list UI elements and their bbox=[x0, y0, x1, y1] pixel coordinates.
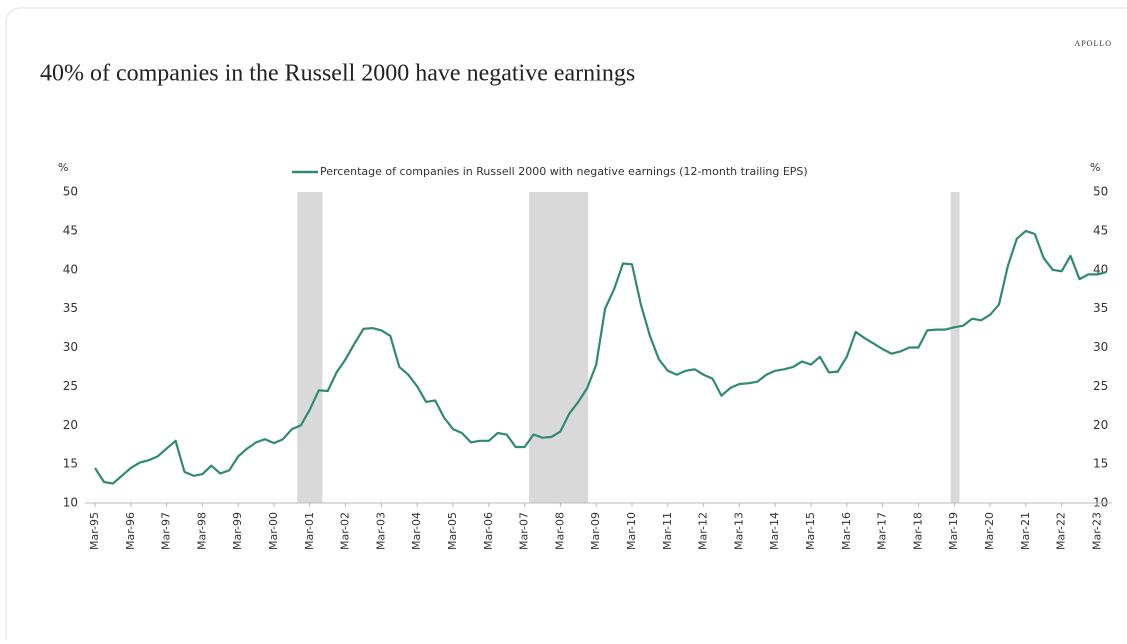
y-tick-label: 40 bbox=[63, 262, 78, 276]
brand: APOLLO bbox=[1074, 39, 1112, 48]
y-tick-label: 15 bbox=[63, 457, 78, 471]
y2-tick-label: 30 bbox=[1093, 340, 1108, 354]
x-tick-label: Mar-10 bbox=[625, 512, 638, 550]
x-tick-label: Mar-03 bbox=[374, 512, 387, 550]
x-tick-label: Mar-23 bbox=[1090, 512, 1103, 550]
x-tick-label: Mar-07 bbox=[518, 512, 531, 550]
x-tick-label: Mar-17 bbox=[876, 512, 889, 550]
x-tick-label: Mar-08 bbox=[553, 512, 566, 550]
x-tick-label: Mar-13 bbox=[732, 512, 745, 550]
legend-label: Percentage of companies in Russell 2000 … bbox=[320, 165, 808, 178]
y-label: % bbox=[58, 161, 68, 174]
y2-tick-label: 15 bbox=[1093, 457, 1108, 471]
x-tick-label: Mar-22 bbox=[1055, 512, 1068, 550]
y-tick-label: 50 bbox=[63, 185, 78, 199]
y2-tick-label: 45 bbox=[1093, 223, 1108, 237]
x-tick-label: Mar-00 bbox=[267, 512, 280, 550]
x-tick-label: Mar-19 bbox=[947, 512, 960, 550]
y2-tick-label: 35 bbox=[1093, 301, 1108, 315]
recession-band bbox=[529, 192, 589, 503]
x-tick-label: Mar-99 bbox=[231, 512, 244, 550]
x-tick-label: Mar-15 bbox=[804, 512, 817, 550]
x-tick-label: Mar-02 bbox=[339, 512, 352, 550]
y-tick-label: 35 bbox=[63, 301, 78, 315]
x-tick-label: Mar-14 bbox=[768, 512, 781, 550]
recession-band bbox=[297, 192, 323, 503]
y2-tick-label: 20 bbox=[1093, 418, 1108, 432]
y-tick-label: 10 bbox=[63, 496, 78, 510]
x-tick-label: Mar-98 bbox=[195, 512, 208, 550]
y-tick-label: 30 bbox=[63, 340, 78, 354]
x-tick-label: Mar-97 bbox=[160, 512, 173, 550]
recession-band bbox=[950, 192, 960, 503]
y2-tick-label: 25 bbox=[1093, 379, 1108, 393]
x-tick-label: Mar-11 bbox=[661, 512, 674, 550]
x-tick-label: Mar-09 bbox=[589, 512, 602, 550]
x-tick-label: Mar-12 bbox=[697, 512, 710, 550]
y-tick-label: 45 bbox=[63, 223, 78, 237]
x-tick-label: Mar-20 bbox=[983, 512, 996, 550]
x-tick-label: Mar-18 bbox=[911, 512, 924, 550]
x-tick-label: Mar-04 bbox=[410, 512, 423, 550]
y-tick-label: 25 bbox=[63, 379, 78, 393]
chart-title: 40% of companies in the Russell 2000 hav… bbox=[40, 61, 635, 87]
x-tick-label: Mar-95 bbox=[88, 512, 101, 550]
x-tick-label: Mar-16 bbox=[840, 512, 853, 550]
x-tick-label: Mar-05 bbox=[446, 512, 459, 550]
x-tick-label: Mar-06 bbox=[482, 512, 495, 550]
y-tick-label: 20 bbox=[63, 418, 78, 432]
y2-tick-label: 50 bbox=[1093, 185, 1108, 199]
x-tick-label: Mar-01 bbox=[303, 512, 316, 550]
x-tick-label: Mar-21 bbox=[1019, 512, 1032, 550]
x-tick-label: Mar-96 bbox=[124, 512, 137, 550]
y2-label: % bbox=[1090, 161, 1100, 174]
series-line bbox=[94, 229, 1107, 485]
